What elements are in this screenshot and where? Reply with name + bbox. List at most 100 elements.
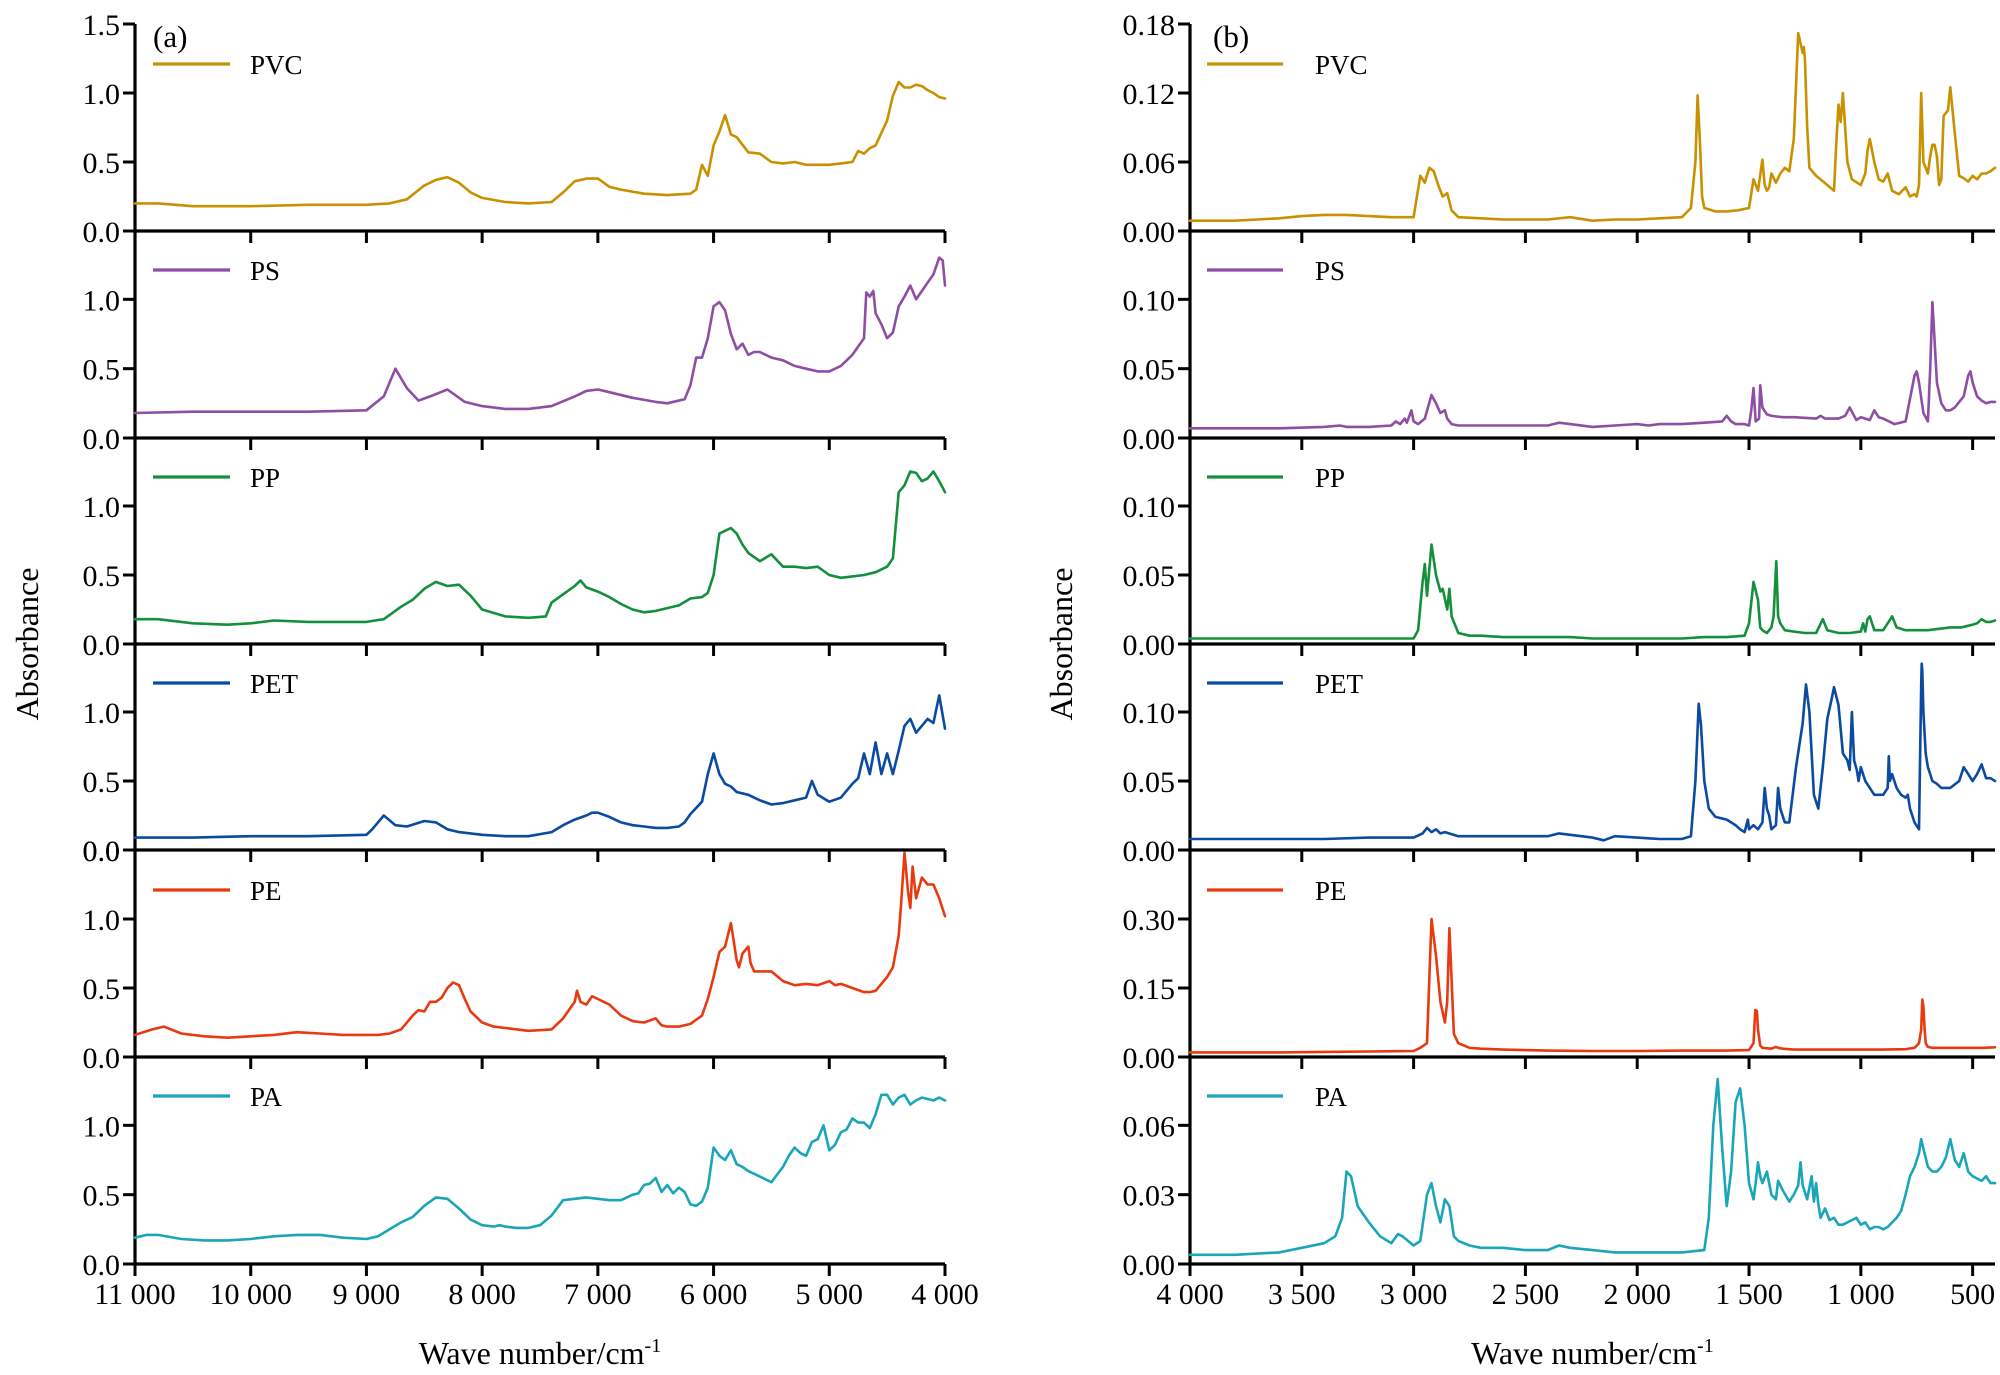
x-axis-title-text: Wave number/cm: [419, 1335, 645, 1371]
legend-label-pp: PP: [250, 463, 280, 493]
x-tick-label: 6 000: [680, 1278, 748, 1311]
series-line-pe: [1188, 917, 1997, 1054]
subplot-pe: 0.00 0.15 0.30 PE: [1123, 876, 1997, 1075]
y-tick-label: 0.5: [83, 354, 121, 387]
y-tick-label: 0.0: [83, 1042, 121, 1075]
y-axis-title: Absorbance: [1043, 568, 1079, 721]
series-line-pa: [1188, 1077, 1997, 1257]
y-tick-label: 0.05: [1123, 766, 1176, 799]
subplot-pet: 0.00 0.05 0.10 PET: [1123, 662, 1997, 868]
x-tick-label: 9 000: [333, 1278, 401, 1311]
legend-label-ps: PS: [250, 256, 280, 286]
y-tick-label: 0.15: [1123, 973, 1176, 1006]
y-tick-label: 0.0: [83, 835, 121, 868]
x-tick-label: 10 000: [209, 1278, 292, 1311]
y-tick-label: 0.5: [83, 766, 121, 799]
y-tick-label: 0.18: [1123, 9, 1176, 42]
y-tick-label: 1.5: [83, 9, 121, 42]
x-axis-title-text: Wave number/cm: [1471, 1335, 1697, 1371]
series-line-pa: [133, 1093, 947, 1242]
y-tick-label: 0.06: [1123, 147, 1176, 180]
x-tick-label: 7 000: [564, 1278, 632, 1311]
x-tick-label: 11 000: [94, 1278, 175, 1311]
y-tick-label: 0.00: [1123, 1042, 1176, 1075]
y-tick-label: 0.00: [1123, 835, 1176, 868]
x-axis-title: Wave number/cm-1: [1471, 1335, 1713, 1371]
legend-label-pet: PET: [1315, 669, 1364, 699]
x-tick-label: 4 000: [911, 1278, 979, 1311]
series-line-pet: [133, 694, 947, 839]
subplot-ps: 0.00 0.05 0.10 PS: [1123, 256, 1997, 456]
panel-b-mir-spectra: 0.000.060.120.18PVC0.000.050.10PS0.000.0…: [1043, 9, 1997, 1371]
y-tick-label: 0.10: [1123, 697, 1176, 730]
x-tick-label: 2 000: [1603, 1278, 1671, 1311]
y-tick-label: 0.00: [1123, 1249, 1176, 1282]
x-tick-label: 1 000: [1827, 1278, 1895, 1311]
x-tick-label: 3 500: [1268, 1278, 1336, 1311]
legend-label-pvc: PVC: [1315, 50, 1368, 80]
subplot-pa: 0.0 0.5 1.0 PA: [83, 1082, 947, 1282]
y-tick-label: 0.0: [83, 216, 121, 249]
y-tick-label: 0.12: [1123, 78, 1176, 111]
y-tick-label: 0.5: [83, 560, 121, 593]
legend-label-pet: PET: [250, 669, 299, 699]
y-tick-label: 0.00: [1123, 629, 1176, 662]
y-tick-label: 0.30: [1123, 904, 1176, 937]
y-tick-label: 0.05: [1123, 560, 1176, 593]
x-tick-label: 500: [1950, 1278, 1995, 1311]
y-tick-label: 0.0: [83, 423, 121, 456]
subplot-pvc: 0.00 0.06 0.12 0.18 PVC: [1123, 9, 1997, 249]
legend-label-pp: PP: [1315, 463, 1345, 493]
legend-label-pa: PA: [1315, 1082, 1348, 1112]
legend-label-ps: PS: [1315, 256, 1345, 286]
series-line-pp: [133, 470, 947, 626]
legend-label-pvc: PVC: [250, 50, 303, 80]
y-tick-label: 0.03: [1123, 1180, 1176, 1213]
subplot-pe: 0.0 0.5 1.0 0.0 PE: [83, 835, 947, 1075]
x-axis-title-superscript: -1: [645, 1335, 662, 1357]
y-tick-label: 0.0: [83, 835, 121, 868]
y-tick-label: 0.06: [1123, 1110, 1176, 1143]
y-tick-label: 0.00: [1123, 216, 1176, 249]
y-tick-label: 0.5: [83, 973, 121, 1006]
y-tick-label: 0.05: [1123, 354, 1176, 387]
x-tick-label: 5 000: [796, 1278, 864, 1311]
y-tick-label: 1.0: [83, 1110, 121, 1143]
series-line-pvc: [1188, 31, 1997, 222]
series-line-pet: [1188, 662, 1997, 842]
subplot-ps: 0.0 0.5 1.0 PS: [83, 256, 947, 456]
x-tick-label: 8 000: [448, 1278, 516, 1311]
x-tick-label: 3 000: [1380, 1278, 1448, 1311]
legend-label-pe: PE: [1315, 876, 1347, 906]
y-tick-label: 1.0: [83, 904, 121, 937]
series-line-ps: [1188, 300, 1997, 430]
y-tick-label: 0.0: [83, 629, 121, 662]
series-line-pp: [1188, 543, 1997, 640]
y-tick-label: 1.0: [83, 697, 121, 730]
x-axis-title-superscript: -1: [1697, 1335, 1714, 1357]
y-tick-label: 0.0: [83, 1249, 121, 1282]
subplot-pp: 0.00 0.05 0.10 PP: [1123, 463, 1997, 662]
y-tick-label: 1.0: [83, 284, 121, 317]
subplot-pp: 0.0 0.5 1.0 PP: [83, 463, 947, 662]
y-tick-label: 0.10: [1123, 284, 1176, 317]
series-line-pe: [133, 851, 947, 1039]
series-line-ps: [133, 256, 947, 415]
x-tick-label: 1 500: [1715, 1278, 1783, 1311]
subplot-pet: 0.0 0.5 1.0 PET: [83, 669, 947, 868]
y-axis-title: Absorbance: [9, 568, 45, 721]
legend-label-pe: PE: [250, 876, 282, 906]
y-tick-label: 0.00: [1123, 423, 1176, 456]
legend-label-pa: PA: [250, 1082, 283, 1112]
series-line-pvc: [133, 80, 947, 208]
x-axis-title: Wave number/cm-1: [419, 1335, 661, 1371]
y-tick-label: 0.10: [1123, 491, 1176, 524]
y-tick-label: 0.5: [83, 147, 121, 180]
y-tick-label: 0.5: [83, 1180, 121, 1213]
panel-label: (b): [1213, 19, 1249, 54]
subplot-pa: 0.00 0.03 0.06 PA: [1123, 1077, 1997, 1282]
panel-label: (a): [153, 19, 187, 54]
subplot-pvc: 0.0 0.5 1.0 1.5 PVC: [83, 9, 947, 249]
y-tick-label: 1.0: [83, 491, 121, 524]
